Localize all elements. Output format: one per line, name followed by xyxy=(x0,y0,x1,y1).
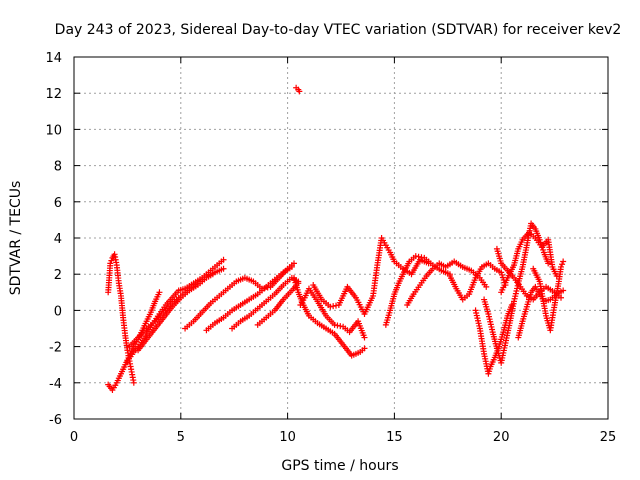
series-track-2 xyxy=(105,251,137,386)
y-tick-label: 14 xyxy=(45,51,62,66)
series-track-21 xyxy=(530,258,567,334)
y-axis-label: SDTVAR / TECUs xyxy=(8,181,24,296)
data-point xyxy=(558,294,565,301)
data-point xyxy=(333,302,340,309)
x-tick-label: 25 xyxy=(600,430,617,445)
data-points xyxy=(105,84,567,394)
y-tick-label: 0 xyxy=(54,304,62,319)
data-point xyxy=(331,321,338,328)
data-point xyxy=(220,256,227,263)
x-tick-label: 10 xyxy=(279,430,296,445)
data-point xyxy=(330,303,337,310)
data-point xyxy=(327,303,334,310)
plot-frame xyxy=(73,56,609,420)
y-tick-label: -2 xyxy=(49,341,62,356)
y-tick-label: 10 xyxy=(45,123,62,138)
data-point xyxy=(558,263,565,270)
data-point xyxy=(108,257,115,264)
data-point xyxy=(418,254,425,261)
data-point xyxy=(288,263,295,270)
series-track-8 xyxy=(229,274,302,332)
data-point xyxy=(337,323,344,330)
y-tick-label: 12 xyxy=(45,87,62,102)
x-tick-label: 15 xyxy=(386,430,403,445)
chart-title: Day 243 of 2023, Sidereal Day-to-day VTE… xyxy=(55,22,622,38)
data-point xyxy=(156,289,163,296)
data-point xyxy=(220,265,227,272)
x-tick-label: 20 xyxy=(493,430,510,445)
y-tick-label: 4 xyxy=(54,232,62,247)
data-point xyxy=(130,379,137,386)
data-point xyxy=(483,283,490,290)
data-point xyxy=(415,253,422,260)
data-point xyxy=(559,261,566,268)
data-point xyxy=(361,334,368,341)
x-axis-label: GPS time / hours xyxy=(281,458,398,474)
data-point xyxy=(334,322,341,329)
grid xyxy=(74,57,608,419)
series-track-5 xyxy=(135,271,216,354)
data-point xyxy=(296,88,303,95)
y-tick-label: -4 xyxy=(49,377,62,392)
data-point xyxy=(553,273,560,280)
data-point xyxy=(560,287,567,294)
series-track-10 xyxy=(293,84,303,95)
y-tick-label: 2 xyxy=(54,268,62,283)
data-point xyxy=(209,271,216,278)
x-tick-label: 5 xyxy=(177,430,185,445)
data-point xyxy=(412,253,419,260)
data-point xyxy=(361,345,368,352)
series-track-11 xyxy=(291,274,368,359)
data-point xyxy=(545,260,552,267)
y-tick-label: 6 xyxy=(54,196,62,211)
series-track-16 xyxy=(446,260,509,303)
series-track-7 xyxy=(203,263,295,334)
series-track-13 xyxy=(310,235,432,318)
series-track-12 xyxy=(297,285,368,341)
axis-ticks: 0 5 10 15 20 25 -6 -4 -2 0 2 4 6 8 10 12 14 xyxy=(45,51,616,445)
data-point xyxy=(560,258,567,265)
series-track-22 xyxy=(493,245,565,303)
series-track-15 xyxy=(404,258,490,308)
data-point xyxy=(291,260,298,267)
x-tick-label: 0 xyxy=(70,430,78,445)
data-point xyxy=(107,260,114,267)
y-tick-label: -6 xyxy=(49,413,62,428)
y-tick-label: 8 xyxy=(54,160,62,175)
